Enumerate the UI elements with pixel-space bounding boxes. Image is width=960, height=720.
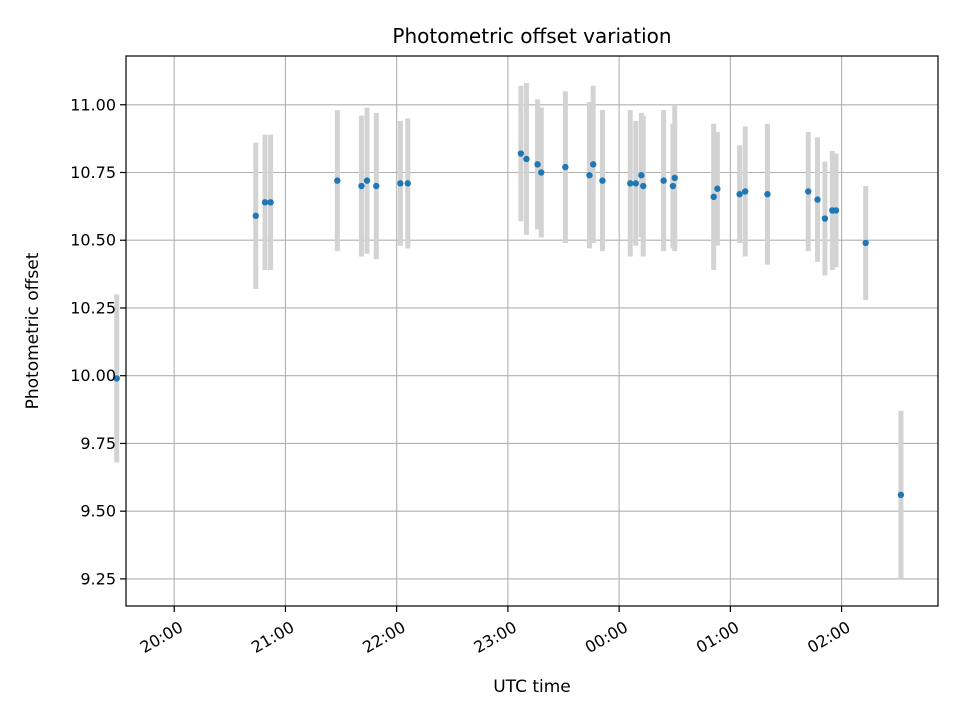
data-point: [862, 239, 869, 247]
data-point: [113, 375, 120, 382]
data-point: [358, 182, 365, 190]
plot-area: [126, 56, 938, 606]
data-point: [397, 180, 404, 187]
data-point: [373, 182, 380, 190]
y-tick-label: 10.75: [70, 163, 116, 182]
data-point: [267, 199, 274, 206]
data-point: [640, 182, 647, 190]
grid-lines: [126, 56, 938, 606]
plot-frame: [125, 55, 939, 607]
y-tick-label: 10.00: [70, 366, 116, 385]
data-point: [589, 161, 597, 168]
data-point: [814, 196, 821, 203]
data-point: [741, 188, 749, 195]
data-point: [736, 190, 743, 198]
data-point: [714, 185, 721, 192]
data-point: [404, 180, 411, 187]
y-axis-label: Photometric offset: [23, 252, 43, 409]
data-point: [710, 193, 717, 201]
data-point: [586, 172, 593, 179]
y-tick-label: 9.75: [80, 434, 116, 453]
data-point: [638, 172, 645, 179]
y-tick-label: 11.00: [70, 95, 116, 114]
data-point: [821, 215, 829, 222]
data-point: [562, 163, 569, 171]
data-point: [764, 190, 771, 198]
y-tick-label: 10.25: [70, 298, 116, 317]
data-point: [632, 180, 640, 187]
data-point: [252, 212, 259, 220]
data-point: [261, 199, 269, 206]
data-point: [523, 155, 530, 163]
chart-title: Photometric offset variation: [392, 24, 671, 48]
data-point: [832, 207, 840, 214]
y-tick-label: 9.50: [80, 502, 116, 521]
data-point: [538, 169, 545, 176]
data-point: [627, 180, 634, 187]
data-point: [599, 177, 606, 184]
data-point: [805, 188, 812, 195]
data-point: [897, 491, 905, 499]
data-point: [363, 177, 371, 184]
data-point: [517, 150, 525, 157]
data-point: [334, 177, 341, 184]
data-point: [669, 182, 677, 190]
data-point: [671, 174, 678, 182]
data-point: [660, 177, 667, 184]
y-tick-label: 10.50: [70, 231, 116, 250]
data-point: [534, 161, 541, 168]
data-points: [113, 150, 905, 499]
y-tick-label: 9.25: [80, 569, 116, 588]
x-axis-label: UTC time: [493, 677, 571, 697]
